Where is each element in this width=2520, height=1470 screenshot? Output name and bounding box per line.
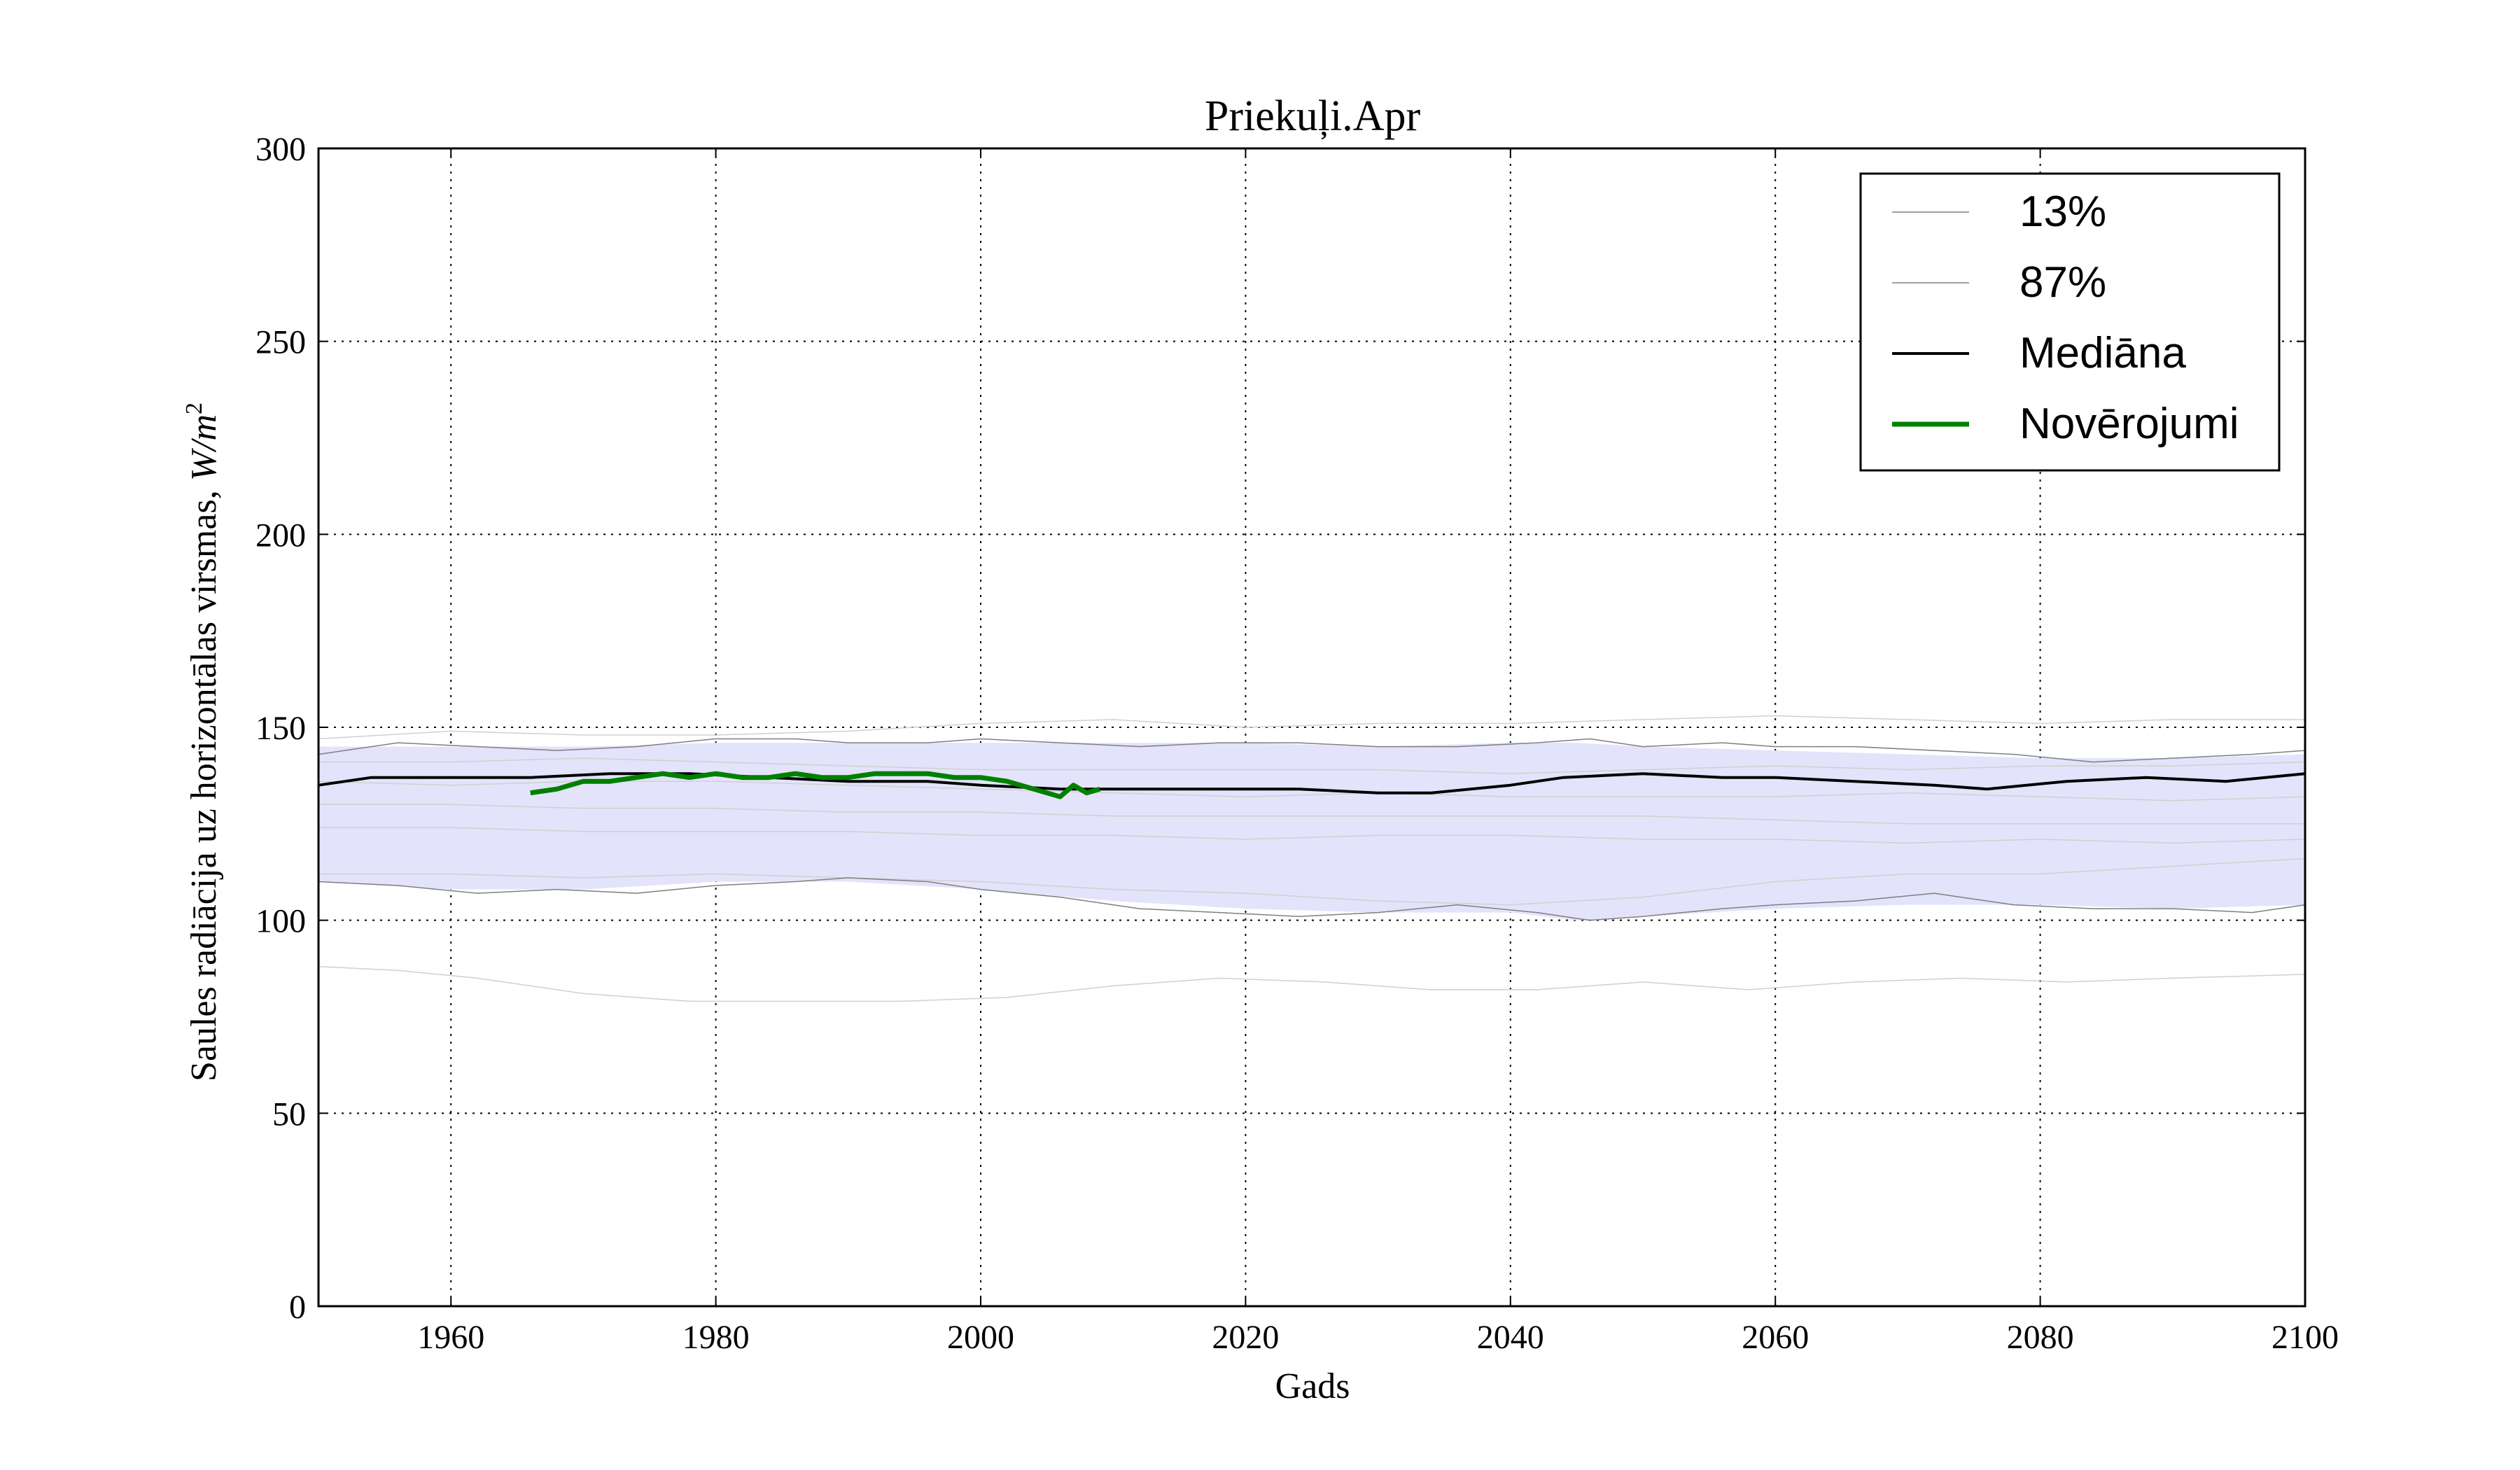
y-tick-label: 100	[255, 903, 306, 940]
ensemble-member-line	[318, 858, 2306, 906]
legend-label: 13%	[2019, 188, 2106, 236]
y-tick-label: 50	[272, 1096, 306, 1133]
y-axis-label-unit-exponent: 2	[181, 402, 207, 414]
series-lines	[318, 715, 2306, 1002]
percentile-band	[318, 743, 2305, 920]
y-tick-label: 250	[255, 324, 306, 361]
legend-label: Mediāna	[2019, 329, 2186, 377]
x-tick-label: 2060	[1742, 1319, 1809, 1356]
x-tick-label: 1980	[682, 1319, 750, 1356]
y-tick-label: 150	[255, 710, 306, 747]
y-axis-label-unit: W/m	[184, 414, 224, 481]
legend: 13% 87% Mediāna Novērojumi	[1859, 172, 2281, 472]
x-tick-label: 2020	[1212, 1319, 1279, 1356]
y-axis-label: Saules radiācija uz horizontālas virsmas…	[181, 402, 224, 1082]
axis-ticks: 1960 1980 2000 2020 2040 2060 2080 2100 0 50 100 15…	[255, 131, 2339, 1356]
x-tick-label: 1960	[417, 1319, 484, 1356]
y-axis-label-text: Saules radiācija uz horizontālas virsmas…	[184, 481, 224, 1082]
ensemble-member-line	[318, 804, 2305, 825]
x-axis-label: Gads	[1275, 1366, 1350, 1406]
ensemble-member-line	[318, 715, 2305, 740]
y-tick-label: 300	[255, 131, 306, 168]
y-tick-label: 200	[255, 517, 306, 554]
series-line-87pct	[318, 738, 2306, 763]
percentile-band-area	[318, 743, 2305, 920]
chart-title: Priekuļi.Apr	[1205, 92, 1421, 140]
ensemble-member-line	[318, 780, 2306, 802]
x-tick-label: 2100	[2272, 1319, 2339, 1356]
legend-box	[1859, 172, 2281, 472]
y-tick-label: 0	[289, 1289, 306, 1326]
x-tick-label: 2040	[1477, 1319, 1544, 1356]
x-tick-label: 2000	[947, 1319, 1014, 1356]
ensemble-member-line	[318, 827, 2306, 844]
legend-label: 87%	[2019, 258, 2106, 307]
legend-label: Novērojumi	[2019, 400, 2239, 448]
series-line-13pct	[318, 877, 2306, 921]
x-tick-label: 2080	[2007, 1319, 2074, 1356]
series-line-novērojumi	[530, 771, 1101, 799]
ensemble-member-line	[318, 757, 2306, 774]
ensemble-member-line	[318, 966, 2306, 1002]
